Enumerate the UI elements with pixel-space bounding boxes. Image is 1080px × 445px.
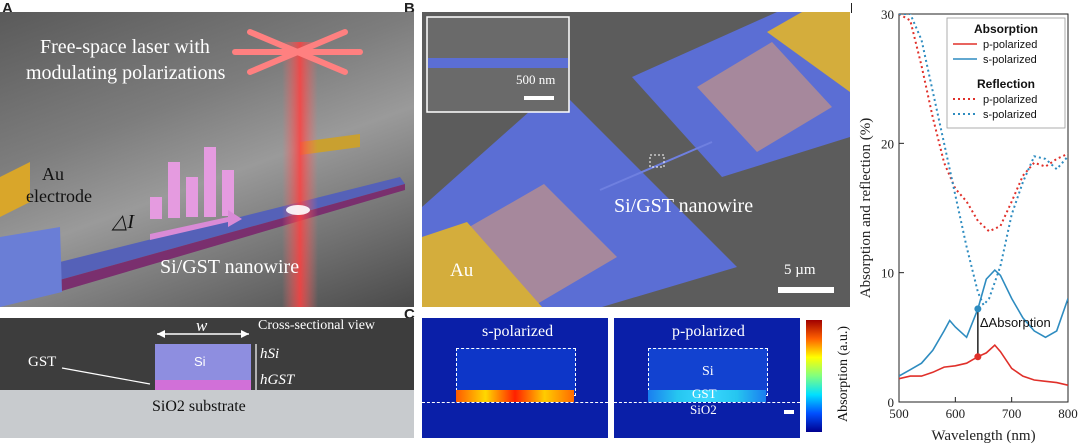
series-line-reflection-ppolarized — [899, 14, 1068, 233]
spectra-chart: 500 600 700 800 0 10 20 30 Wavelength (nm) Absorp… — [852, 0, 1080, 445]
laser-beam — [282, 42, 318, 307]
laser-caption-1: Free-space laser with — [40, 36, 210, 58]
delta-absorption-label: ΔAbsorption — [980, 315, 1051, 330]
p-interface — [614, 402, 800, 403]
legend-group-absorption: Absorption — [974, 22, 1038, 36]
s-si-box — [456, 348, 576, 396]
sem-nanowire-label: Si/GST nanowire — [614, 195, 754, 217]
legend-box — [946, 17, 1066, 129]
schematic-graphic — [0, 29, 405, 307]
au-electrode-left — [0, 162, 30, 217]
delta-i-label: △I — [112, 211, 135, 233]
au-caption-1: Au — [42, 164, 64, 184]
si-block — [155, 344, 251, 380]
x-tick-label: 700 — [1002, 406, 1022, 421]
inset-scale-bar — [524, 96, 554, 100]
nanowire-caption: Si/GST nanowire — [160, 256, 300, 278]
gst-layer — [155, 380, 251, 390]
cross-section-markers — [61, 330, 257, 390]
device-schematic: Free-space laser with modulating polariz… — [0, 12, 414, 307]
gst-label: GST — [28, 354, 57, 370]
zoom-box — [649, 154, 665, 168]
s-interface — [422, 402, 608, 403]
p-gst-label: GST — [692, 386, 717, 401]
p-scale-bar — [784, 410, 794, 414]
panel-letter-c: C — [404, 306, 415, 323]
laser-spot — [286, 205, 310, 215]
colorbar-label: Absorption (a.u.) — [836, 326, 850, 423]
h-si-label: hSi — [260, 346, 280, 362]
y-axis-label: Absorption and reflection (%) — [858, 118, 874, 298]
s-gst-hot — [456, 390, 574, 402]
delta-point-p — [974, 353, 982, 361]
polarization-arrows — [232, 29, 363, 75]
cross-section: w Si Cross-sectional view GST hSi hGST S… — [0, 318, 414, 438]
series-line-absorption-spolarized — [899, 268, 1068, 377]
x-tick-label: 800 — [1058, 406, 1078, 421]
p-sio2-label: SiO2 — [690, 402, 717, 417]
p-si-label: Si — [702, 364, 714, 379]
substrate-layer — [0, 390, 414, 438]
p-gst-layer — [648, 390, 766, 402]
main-scale-label: 5 µm — [784, 262, 816, 278]
h-gst-label: hGST — [260, 372, 295, 388]
right-au — [767, 12, 850, 92]
au-caption-2: electrode — [26, 186, 92, 206]
nanowire-pad — [0, 227, 62, 307]
legend-entry: s-polarized — [983, 54, 1037, 66]
x-tick-label: 500 — [889, 406, 909, 421]
field-maps: s-polarized p-polarized Si GST SiO2 Abso… — [422, 318, 850, 438]
chart-svg: 500 600 700 800 0 10 20 30 Wavelength (nm) Absorp… — [858, 7, 1078, 444]
left-au — [422, 222, 542, 307]
x-axis-label: Wavelength (nm) — [931, 428, 1035, 444]
main-scale-bar — [778, 287, 834, 293]
substrate-label: SiO2 substrate — [152, 398, 246, 415]
width-label: w — [196, 318, 208, 335]
legend-entry: p-polarized — [983, 94, 1037, 106]
sem-graphic — [422, 12, 850, 307]
delta-point-s — [974, 305, 982, 313]
legend-group-reflection: Reflection — [977, 77, 1035, 91]
plot-frame — [898, 13, 1069, 403]
y-tick-label: 0 — [888, 395, 895, 410]
series-line-absorption-ppolarized — [899, 343, 1068, 386]
inset-wire — [428, 58, 568, 68]
right-pad-gst — [697, 42, 832, 152]
y-tick-label: 30 — [881, 7, 894, 22]
intensity-arrow — [150, 210, 242, 240]
panel-letter-b: B — [404, 0, 415, 17]
intensity-bars — [150, 147, 234, 219]
y-tick-label: 20 — [881, 136, 894, 151]
sem-image: 500 nm Si/GST nanowire Au 5 µm — [422, 12, 850, 307]
si-label: Si — [194, 354, 206, 369]
s-map-title: s-polarized — [482, 323, 554, 340]
sem-au-label: Au — [450, 260, 474, 281]
laser-caption-2: modulating polarizations — [26, 62, 226, 84]
s-map — [422, 318, 608, 438]
legend-entry: p-polarized — [983, 39, 1037, 51]
sem-nanowire — [599, 141, 713, 191]
panel-letter-a: A — [2, 0, 13, 17]
x-tick-label: 600 — [946, 406, 966, 421]
y-tick-label: 10 — [881, 266, 894, 281]
p-map-title: p-polarized — [672, 323, 745, 340]
inset-scale-label: 500 nm — [516, 72, 556, 87]
legend-entry: s-polarized — [983, 109, 1037, 121]
cross-section-title: Cross-sectional view — [258, 318, 376, 333]
colorbar — [806, 320, 822, 432]
p-map — [614, 318, 800, 438]
